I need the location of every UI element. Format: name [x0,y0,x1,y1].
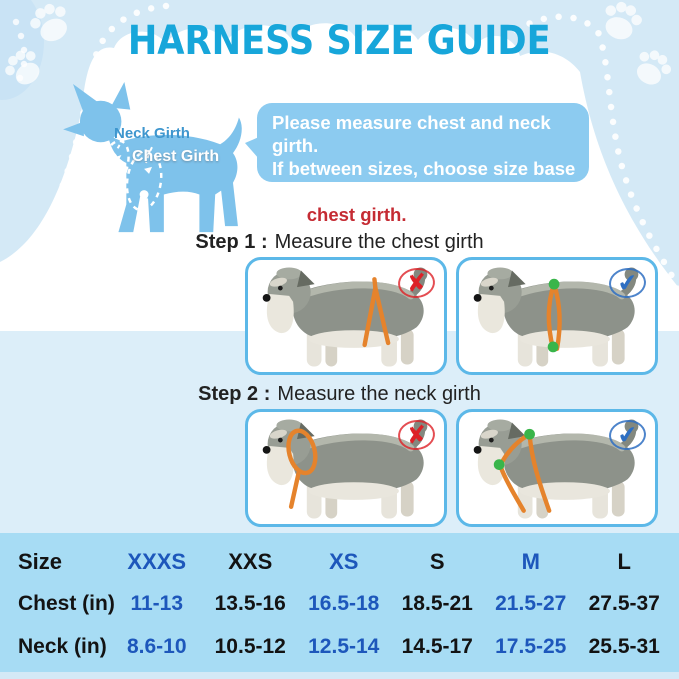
note-line-2: If between sizes, choose size base on [272,158,576,202]
green-marker [548,278,560,290]
chest-girth-label: Chest Girth [132,148,220,165]
step-2-prefix: Step 2 : [198,383,271,405]
neck-value-xxxs: 8.6-10 [126,634,187,658]
neck-value-xs: 12.5-14 [308,634,380,658]
table-header-xxs: XXS [228,549,273,575]
step-2-text: Measure the neck girth [277,383,481,405]
table-row-label-chest: Chest (in) [18,592,115,616]
step-2-photos: ✘ ✔ [245,409,658,527]
chest-value-m: 21.5-27 [495,592,567,616]
neck-value-m: 17.5-25 [495,634,567,658]
green-marker [547,341,559,353]
table-header-m: M [521,549,540,575]
chihuahua-silhouette [63,81,242,233]
tape-chest-wrong [362,277,391,348]
table-header-l: L [617,549,631,575]
step-1-photos: ✘ ✔ [245,257,658,375]
chest-girth-ellipse [125,150,163,212]
neck-value-l: 25.5-31 [588,634,660,658]
table-header-xxxs: XXXS [127,549,187,575]
note-line-3-start: the [272,204,300,225]
dog-photo-neck-correct [459,412,655,526]
neck-girth-label: Neck Girth [114,125,190,142]
cross-glyph: ✘ [405,420,428,450]
check-glyph: ✔ [616,268,639,298]
step-1-text: Measure the chest girth [274,231,484,253]
note-line-1: Please measure chest and neck girth. [272,112,551,156]
green-marker [493,459,505,470]
dog-photo-chest-wrong [248,260,444,374]
dog-photo-chest-correct [459,260,655,374]
check-glyph: ✔ [616,420,639,450]
photo-neck-correct: ✔ [456,409,658,527]
photo-chest-wrong: ✘ [245,257,447,375]
page-title-text: HARNESS SIZE GUIDE [128,18,551,64]
size-table: Size XXXS XXS XS S M L Chest (in) 11-13 … [0,533,679,672]
tape-neck-wrong [286,428,318,509]
note-chest-girth-highlight: chest girth [306,204,402,225]
cross-glyph: ✘ [405,268,428,298]
note-line-3: the chest girth. [272,203,589,226]
dog-photo-neck-wrong [248,412,444,526]
page-title: HARNESS SIZE GUIDE [0,18,679,64]
dog-measurement-diagram: Neck Girth Chest Girth [50,80,255,238]
note-line-3-end: . [401,204,407,225]
neck-value-s: 14.5-17 [401,634,473,658]
chest-value-xs: 16.5-18 [308,592,380,616]
measurement-note-bubble: Please measure chest and neck girth. If … [245,103,589,225]
step-1-label: Step 1 : Measure the chest girth [0,231,679,254]
table-row-label-neck: Neck (in) [18,634,107,658]
photo-neck-wrong: ✘ [245,409,447,527]
neck-value-xxs: 10.5-12 [214,634,286,658]
step-2-label: Step 2 : Measure the neck girth [0,383,679,406]
photo-chest-correct: ✔ [456,257,658,375]
chest-value-l: 27.5-37 [588,592,660,616]
step-1-prefix: Step 1 : [195,231,268,253]
chest-value-s: 18.5-21 [401,592,473,616]
table-header-s: S [429,549,445,575]
chest-value-xxs: 13.5-16 [214,592,286,616]
chest-value-xxxs: 11-13 [130,592,184,616]
table-header-size: Size [18,549,63,575]
table-header-xs: XS [329,549,359,575]
green-marker [524,428,535,440]
